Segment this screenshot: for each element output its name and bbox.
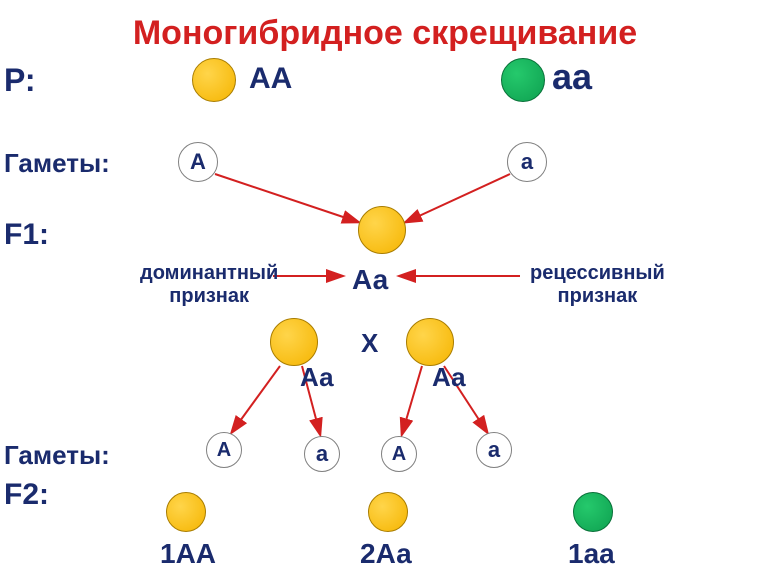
genotype-Aa_L: Аа bbox=[300, 362, 334, 393]
circle-Cross_L bbox=[270, 318, 318, 366]
arrow-0 bbox=[215, 174, 358, 222]
trait-recessive: рецессивныйпризнак bbox=[530, 262, 665, 308]
circle-F2_g bbox=[573, 492, 613, 532]
circle-P_yellow bbox=[192, 58, 236, 102]
trait-dominant: доминантныйпризнак bbox=[140, 262, 278, 308]
genotype-F2_2: 2Аа bbox=[360, 538, 412, 570]
circle-Cross_R bbox=[406, 318, 454, 366]
genotype-X: Х bbox=[361, 328, 378, 359]
arrow-4 bbox=[232, 366, 280, 432]
arrow-6 bbox=[402, 366, 422, 434]
row-label-P: Р: bbox=[4, 62, 36, 99]
genotype-F2_1: 1АА bbox=[160, 538, 216, 570]
genotype-F2_3: 1аа bbox=[568, 538, 615, 570]
genotype-P_aa: аа bbox=[552, 56, 592, 98]
diagram-title: Моногибридное скрещивание bbox=[0, 14, 770, 53]
genotype-Aa_R: Аа bbox=[432, 362, 466, 393]
circle-label-Gam2_a1: а bbox=[304, 436, 340, 472]
row-label-Gam2: Гаметы: bbox=[4, 440, 110, 471]
circle-P_green bbox=[501, 58, 545, 102]
genotype-P_AA: АА bbox=[249, 62, 292, 96]
circle-label-Gam_a: а bbox=[507, 142, 547, 182]
row-label-F2: F2: bbox=[4, 478, 49, 512]
circle-F1_yellow bbox=[358, 206, 406, 254]
circle-label-Gam_A: А bbox=[178, 142, 218, 182]
row-label-Gam1: Гаметы: bbox=[4, 148, 110, 179]
circle-label-Gam2_A1: А bbox=[206, 432, 242, 468]
row-label-F1: F1: bbox=[4, 218, 49, 252]
circle-F2_y1 bbox=[166, 492, 206, 532]
circle-label-Gam2_A2: А bbox=[381, 436, 417, 472]
genotype-Aa: Аа bbox=[352, 264, 388, 296]
arrow-1 bbox=[406, 174, 510, 222]
circle-label-Gam2_a2: а bbox=[476, 432, 512, 468]
circle-F2_y2 bbox=[368, 492, 408, 532]
